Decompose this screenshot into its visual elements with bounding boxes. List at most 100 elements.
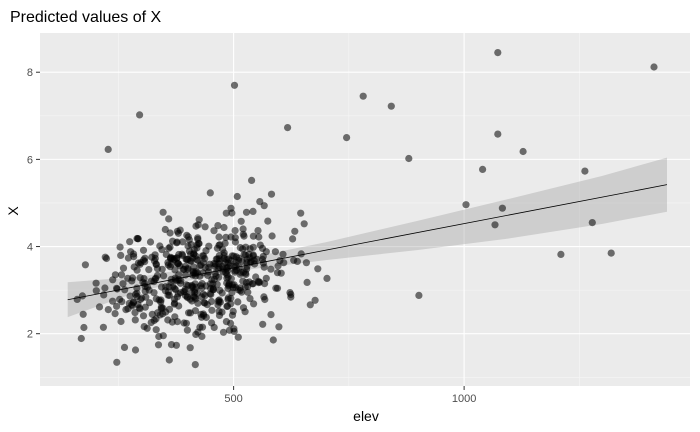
data-point [92,279,100,287]
data-point [273,284,282,292]
data-point [267,265,275,273]
data-point [229,307,237,315]
data-point [155,296,163,304]
data-point [258,244,267,252]
data-point [235,254,243,262]
data-point [145,266,153,274]
data-point [314,265,322,273]
data-point [267,311,275,319]
data-point [155,332,163,341]
x-axis-ticks: 500 1000 [224,386,476,405]
data-point [248,176,256,184]
data-point [152,274,160,282]
data-point [173,238,181,246]
data-point [302,259,310,267]
data-point [166,229,174,237]
data-point [262,274,270,282]
data-point [113,285,121,293]
data-point [165,291,173,299]
data-point [183,231,191,239]
data-point [268,232,276,240]
data-point [131,346,140,354]
data-point [131,316,139,324]
x-axis-title: elev [353,408,379,424]
data-point [193,241,201,249]
data-point [126,238,134,246]
y-axis-ticks: 2 4 6 8 [27,67,40,341]
data-point [137,259,145,267]
data-point [192,283,200,291]
data-point [198,332,206,340]
data-point [215,233,223,241]
fit-line [67,184,668,301]
data-point [215,296,223,304]
data-point [136,305,144,313]
data-point [215,273,223,281]
data-point [133,266,141,274]
data-point [223,302,231,310]
data-point [159,208,167,216]
data-point [491,221,499,229]
data-point [77,334,85,343]
data-point [222,233,230,241]
data-point [152,326,160,334]
data-point [194,234,202,242]
data-point [206,260,214,268]
data-point [238,288,246,296]
data-point [209,280,217,288]
data-point [181,262,190,270]
data-point [128,277,136,285]
data-point [126,292,134,300]
data-point [117,251,125,259]
data-point [287,290,295,298]
data-point [415,291,423,299]
data-point [201,223,209,231]
data-point [198,323,207,331]
confidence-band [67,157,667,318]
data-point [175,276,183,284]
data-point [226,262,234,270]
data-point [279,250,287,258]
data-point [120,343,129,351]
x-tick-label: 1000 [452,393,476,405]
data-point [136,111,144,119]
data-point [167,341,176,349]
data-point [239,225,247,233]
data-point [280,259,288,267]
data-point [239,268,248,276]
data-point [255,233,263,241]
data-point [143,324,151,332]
data-point [81,261,89,269]
data-point [359,92,367,100]
data-point [218,308,226,316]
data-point [300,220,308,228]
data-point [230,327,238,335]
data-point [174,229,182,237]
data-point [200,299,208,307]
data-point [494,130,502,138]
data-point [197,261,205,269]
data-point [242,208,251,216]
data-point [113,302,121,310]
data-point [293,257,301,265]
data-point [231,234,239,242]
data-point [183,326,191,334]
data-point [223,274,231,282]
data-point [225,255,233,263]
data-point [185,309,193,317]
data-point [199,290,207,298]
chart-title: Predicted values of X [10,9,162,26]
data-point [557,250,565,258]
data-point [269,336,277,344]
data-point [222,269,230,277]
data-point [291,227,299,235]
data-point [175,302,183,310]
data-point [227,319,235,327]
data-point [271,248,279,256]
data-point [168,254,176,262]
data-point [231,227,239,235]
data-point [78,292,86,300]
data-point [198,280,206,288]
data-point [180,319,188,327]
data-point [158,246,166,254]
